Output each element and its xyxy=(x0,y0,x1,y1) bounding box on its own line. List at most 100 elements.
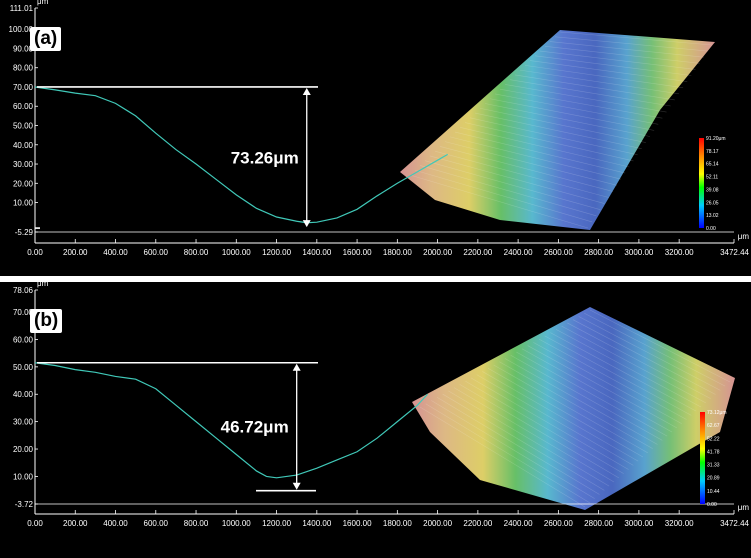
x-tick-label: 0.00 xyxy=(27,248,43,257)
surface-texture-line xyxy=(484,103,651,137)
x-tick-label: 2800.00 xyxy=(584,248,613,257)
x-tick-label: 200.00 xyxy=(63,248,88,257)
x-tick-label: 400.00 xyxy=(103,248,128,257)
surface-texture-line xyxy=(538,338,687,420)
colorbar-label: 0.00 xyxy=(706,226,716,232)
colorbar-label: 39.08 xyxy=(706,187,719,193)
x-tick-label: 2400.00 xyxy=(504,519,533,528)
y-tick-label: 70.00 xyxy=(13,308,34,317)
x-tick-label: 2200.00 xyxy=(463,519,492,528)
x-tick-label: 1000.00 xyxy=(222,519,251,528)
surface-texture-line xyxy=(578,316,721,391)
surface-texture-line xyxy=(429,155,605,204)
y-tick-label: 60.00 xyxy=(13,102,34,111)
surface-texture-line xyxy=(521,348,673,433)
measure-arrow-head-down xyxy=(302,220,311,228)
y-tick-label: 20.00 xyxy=(13,179,34,188)
colorbar xyxy=(699,138,704,228)
x-unit-label: μm xyxy=(738,503,750,512)
colorbar-label: 52.11 xyxy=(706,175,718,181)
panel-b: 78.06 70.00 60.00 50.00 40.00 30.00 20.00 10.00… xyxy=(0,282,751,558)
surface-texture-line xyxy=(479,107,646,143)
surface-texture-line xyxy=(559,31,713,46)
y-tick-label: 78.06 xyxy=(13,286,34,295)
surface-texture-line xyxy=(449,136,622,180)
y-tick-label: 10.00 xyxy=(13,472,34,481)
surface-3d-render xyxy=(412,307,735,510)
colorbar-label: 65.14 xyxy=(706,162,719,168)
surface-texture-line xyxy=(425,403,590,504)
surface-texture-line xyxy=(504,84,667,113)
colorbar-label: 0.00 xyxy=(707,502,717,508)
surface-texture-line xyxy=(504,358,658,445)
surface-texture-line xyxy=(519,69,679,95)
surface-texture-line xyxy=(424,160,601,210)
y-tick-label: 20.00 xyxy=(13,445,34,454)
surface-texture-line xyxy=(509,79,671,107)
surface-texture-line xyxy=(494,93,659,125)
profile-line xyxy=(34,362,428,479)
surface-texture-line xyxy=(555,329,702,408)
colorbar xyxy=(700,412,705,504)
x-tick-label: 600.00 xyxy=(144,248,169,257)
x-tick-label: 400.00 xyxy=(103,519,128,528)
surface-texture-line xyxy=(534,55,692,76)
surface-texture-line xyxy=(454,131,626,174)
x-tick-label: 600.00 xyxy=(144,519,169,528)
y-tick-label: 40.00 xyxy=(13,141,34,150)
y-tick-label: 50.00 xyxy=(13,122,34,131)
surface-texture-line xyxy=(482,371,639,462)
surface-texture-line xyxy=(544,46,700,64)
y-tick-label: -3.72 xyxy=(15,500,34,509)
y-tick-label: 60.00 xyxy=(13,335,34,344)
y-tick-label: 40.00 xyxy=(13,390,34,399)
surface-texture-line xyxy=(499,88,663,119)
y-tick-label: 90.00 xyxy=(13,44,34,53)
x-tick-label: 2200.00 xyxy=(463,248,492,257)
surface-texture-line xyxy=(549,41,704,58)
colorbar-label: 31.33 xyxy=(707,463,720,469)
surface-texture-line xyxy=(544,335,692,416)
surface-texture-line xyxy=(514,74,675,101)
surface-texture-line xyxy=(589,309,731,383)
x-tick-label: 2000.00 xyxy=(423,519,452,528)
colorbar-label: 62.67 xyxy=(707,423,720,429)
x-tick-label: 3200.00 xyxy=(665,519,694,528)
colorbar-label: 20.89 xyxy=(707,476,720,482)
colorbar-label: 73.12μm xyxy=(707,410,727,416)
y-tick-label: 30.00 xyxy=(13,160,34,169)
y-tick-label: 80.00 xyxy=(13,64,34,73)
measure-label: 46.72μm xyxy=(221,418,289,437)
surface-texture-line xyxy=(554,36,708,52)
surface-texture-line xyxy=(474,112,642,149)
y-unit-label: μm xyxy=(37,0,49,6)
surface-texture-line xyxy=(436,397,600,495)
y-tick-label: 30.00 xyxy=(13,418,34,427)
y-tick-label: 50.00 xyxy=(13,363,34,372)
x-tick-label: 1800.00 xyxy=(383,519,412,528)
panel-label-b: (b) xyxy=(30,309,63,333)
surface-texture-line xyxy=(465,380,624,474)
x-tick-label: 2600.00 xyxy=(544,248,573,257)
measure-label: 73.26μm xyxy=(231,149,299,168)
surface-texture-line xyxy=(489,98,655,131)
x-tick-label: 1200.00 xyxy=(262,519,291,528)
x-tick-label: 1400.00 xyxy=(302,519,331,528)
surface-texture-line xyxy=(487,367,644,458)
x-tick-label: 800.00 xyxy=(184,248,209,257)
x-tick-label: 1200.00 xyxy=(262,248,291,257)
x-tick-label: 2600.00 xyxy=(544,519,573,528)
colorbar-label: 13.02 xyxy=(706,213,719,219)
surface-texture-line xyxy=(469,117,638,156)
x-tick-label: 3472.44 xyxy=(720,519,749,528)
panel-a: 111.01 100.00 90.00 80.00 70.00 60.00 50.00 40.… xyxy=(0,0,751,276)
surface-texture-line xyxy=(470,377,629,470)
surface-texture-line xyxy=(453,387,615,483)
surface-texture-line xyxy=(431,400,595,499)
x-tick-label: 2000.00 xyxy=(423,248,452,257)
surface-texture-line xyxy=(550,332,697,412)
x-tick-label: 0.00 xyxy=(27,519,43,528)
colorbar-label: 26.05 xyxy=(706,200,719,206)
x-tick-label: 2800.00 xyxy=(584,519,613,528)
x-tick-label: 2400.00 xyxy=(504,248,533,257)
